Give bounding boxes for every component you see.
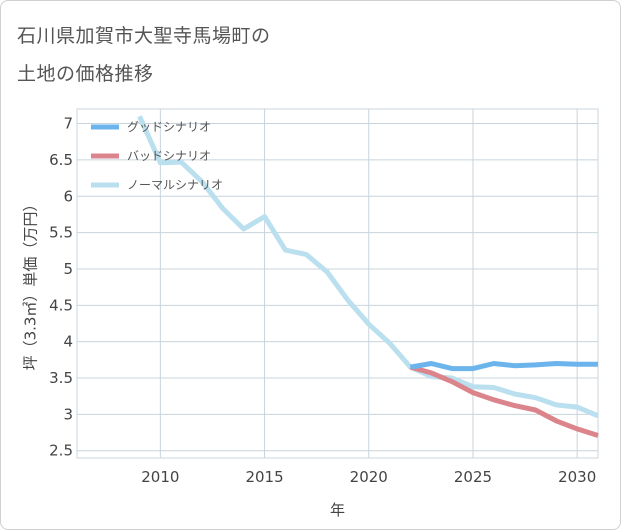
x-tick-label: 2030	[558, 468, 596, 486]
series-line-bad	[409, 364, 599, 438]
y-tick-label: 5	[63, 260, 73, 278]
legend-label-bad: バッドシナリオ	[127, 149, 211, 163]
y-tick-label: 2.5	[49, 442, 73, 460]
x-axis-label: 年	[330, 501, 345, 519]
legend-label-normal: ノーマルシナリオ	[127, 178, 223, 192]
x-tick-label: 2015	[245, 468, 283, 486]
chart-title-line2: 土地の価格推移	[17, 63, 154, 85]
chart-title-line1: 石川県加賀市大聖寺馬場町の	[17, 25, 271, 47]
x-tick-label: 2010	[141, 468, 179, 486]
y-tick-label: 3.5	[49, 369, 73, 387]
x-tick-label: 2020	[350, 468, 388, 486]
y-tick-label: 5.5	[49, 224, 73, 242]
grid-layer	[76, 108, 599, 459]
x-tick-label: 2025	[454, 468, 492, 486]
y-tick-label: 7	[63, 115, 73, 133]
y-tick-label: 4.5	[49, 296, 73, 314]
y-tick-label: 6	[63, 187, 73, 205]
y-tick-label: 3	[63, 405, 73, 423]
y-axis-label: 坪（3.3㎡）単価（万円）	[22, 197, 40, 371]
series-line-good	[409, 361, 598, 372]
y-tick-label: 4	[63, 333, 73, 351]
y-tick-label: 6.5	[49, 151, 73, 169]
tick-layer: 2010 2015 2020 2025 2030 2.5 3 3.5 4 4.5 5 5.5 6 6.5 7	[49, 115, 596, 486]
plot-frame	[76, 108, 599, 459]
series-layer	[137, 115, 599, 438]
legend-label-good: グッドシナリオ	[127, 120, 211, 134]
series-line-normal	[137, 115, 599, 419]
